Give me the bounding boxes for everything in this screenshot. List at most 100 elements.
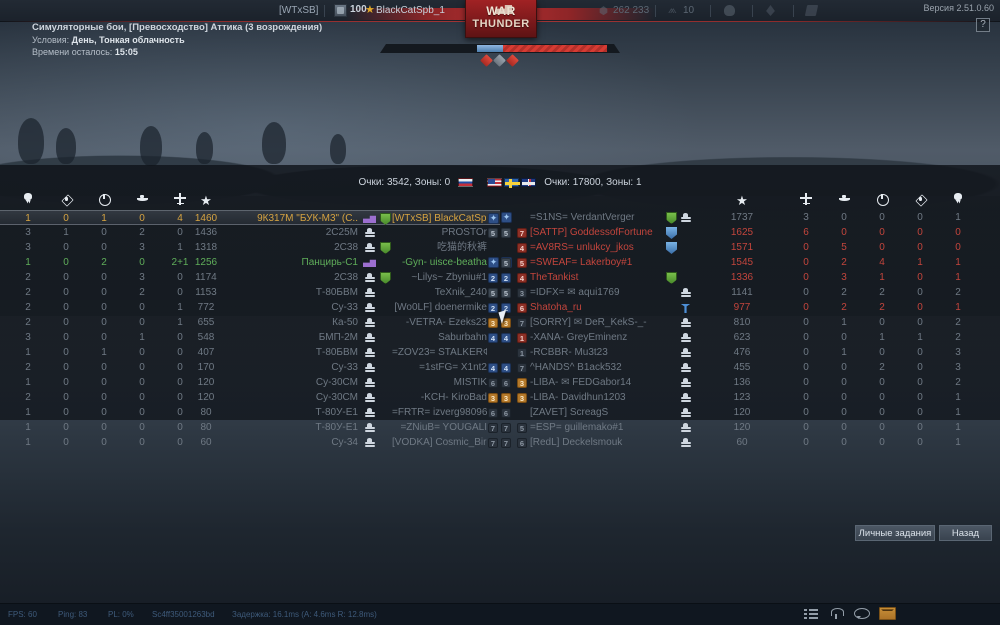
cell-player-name: [VODKA] Cosmic_Bird [392, 437, 487, 448]
table-row[interactable]: 1 0 0 0 0 120 Су-30СМ MISTIK 6 [0, 375, 500, 390]
header-score-left[interactable]: ★ [176, 192, 236, 210]
cell-ground-kills: 0 [917, 407, 923, 418]
header-score-right[interactable]: ★ [712, 192, 772, 210]
flag-sweden-icon [504, 178, 521, 188]
table-row[interactable]: 4 7 ^HANDS^ B1ack532 455 0 0 2 0 3 [500, 360, 1000, 375]
table-row[interactable]: 6 [ZAVET] ScreagS 120 0 0 0 0 1 [500, 405, 1000, 420]
header-air-right[interactable] [792, 192, 820, 210]
mail-icon[interactable] [879, 607, 896, 620]
respawn-icon [680, 287, 691, 298]
table-row[interactable]: 7 6 [RedL] Deckelsmouk 60 0 0 0 0 1 [500, 435, 1000, 450]
cell-player-name: [SORRY] ✉ DeR_KekS-_- [530, 317, 647, 328]
table-row[interactable]: 2 0 0 0 0 120 Су-30СМ -KCH- KiroBad 3 [0, 390, 500, 405]
golden-eagle-icon: ⩕ [668, 4, 677, 16]
golden-eagles-resource[interactable]: ⩕ 10 [668, 4, 694, 17]
cell-air-kills: 0 [803, 392, 809, 403]
cell-vehicle: 2С38 [334, 272, 358, 283]
help-button[interactable]: ? [976, 18, 990, 32]
table-row[interactable]: 7 5 =ESP= guillemako#1 120 0 0 0 0 1 [500, 420, 1000, 435]
table-row[interactable]: 2 6 Shatoha_ru 977 0 2 2 0 1 [500, 300, 1000, 315]
topbar-divider [324, 5, 325, 17]
latency-indicator: Задержка: 16.1ms (A: 4.6ms R: 12.8ms) [232, 610, 377, 619]
rank-badge: 3 [517, 287, 527, 298]
cell-deaths: 3 [955, 347, 961, 358]
spawn-badge: 5 [501, 227, 511, 238]
table-row[interactable]: 4 =AV8RS= unlukcy_jkos 1571 0 5 0 0 0 [500, 240, 1000, 255]
ping-indicator: Ping: 83 [58, 610, 88, 619]
table-row[interactable]: 3 0 0 1 0 548 БМП-2М Saburbahn 4 [0, 330, 500, 345]
table-row[interactable]: 3 0 0 3 1 1318 2С38 吃猫的秋裤 [0, 240, 500, 255]
personal-tasks-button[interactable]: Личные задания [855, 525, 935, 541]
silver-lions-resource[interactable]: 262 233 [598, 5, 649, 16]
list-icon[interactable] [804, 607, 819, 620]
header-capture-left[interactable] [90, 192, 118, 210]
spawn-badge: 2 [501, 302, 511, 313]
logo-line-2: THUNDER [472, 18, 530, 30]
squad-icon[interactable] [829, 607, 844, 620]
spawn-badge: 5 [501, 287, 511, 298]
table-row[interactable]: 5 3 =IDFX= ✉ aqui1769 1141 0 2 2 0 2 [500, 285, 1000, 300]
table-row[interactable]: 4 1 -XANA- GreyEminenz 623 0 0 1 1 2 [500, 330, 1000, 345]
ticket-progress-bar [380, 44, 620, 67]
table-row[interactable]: 1 0 2 0 2+1 1256 Панцирь-С1 -Gyn- uisce-beatha ✦ [0, 255, 500, 270]
cell-player-name: =ESP= guillemako#1 [530, 422, 624, 433]
star-icon: ★ [200, 193, 212, 208]
table-row[interactable]: 1 -RCBBR- Mu3t23 476 0 1 0 0 3 [500, 345, 1000, 360]
warbonds-resource[interactable] [804, 5, 819, 16]
table-row[interactable]: 6 3 -LIBA- ✉ FEDGabor14 136 0 0 0 0 2 [500, 375, 1000, 390]
cell-captures: 0 [101, 422, 107, 433]
cell-captures: 0 [101, 392, 107, 403]
table-row[interactable]: 2 4 TheTankist 1336 0 3 1 0 1 [500, 270, 1000, 285]
table-row[interactable]: 3 1 0 2 0 1436 2С25М PROSTOr 5 [0, 225, 500, 240]
header-ground-right[interactable] [906, 192, 934, 210]
zone-marker-c-icon [506, 54, 519, 67]
back-button[interactable]: Назад [939, 525, 992, 541]
cell-air-kills: 0 [177, 362, 183, 373]
cell-naval-kills: 0 [139, 437, 145, 448]
cell-deaths: 2 [955, 332, 961, 343]
player-avatar[interactable] [334, 4, 347, 17]
table-row[interactable]: 2 0 0 0 1 655 Ка-50 -VETRA- Ezeks23 3 [0, 315, 500, 330]
table-row[interactable]: 1 0 0 0 0 60 Су-34 [VODKA] Cosmic_Bird 7 [0, 435, 500, 450]
header-naval-right[interactable] [830, 192, 858, 210]
table-row[interactable]: ✦ =S1NS= VerdantVerger 1737 3 0 0 0 1 [500, 210, 1000, 225]
cell-air-kills: 0 [803, 302, 809, 313]
cell-deaths: 3 [25, 227, 31, 238]
boosters-resource[interactable] [765, 5, 776, 16]
table-row[interactable]: 1 0 1 0 0 407 Т-80БВМ =ZOV23= STALKERФСБ [0, 345, 500, 360]
header-deaths-left[interactable] [14, 192, 42, 210]
table-row[interactable]: 3 7 [SORRY] ✉ DeR_KekS-_- 810 0 1 0 0 2 [500, 315, 1000, 330]
cell-air-kills: 0 [803, 422, 809, 433]
table-row[interactable]: 3 3 -LIBA- Davidhun1203 123 0 0 0 0 1 [500, 390, 1000, 405]
table-row[interactable]: 2 0 0 2 0 1153 Т-80БВМ TeXnik_240 5 [0, 285, 500, 300]
header-capture-right[interactable] [868, 192, 896, 210]
header-naval-left[interactable] [128, 192, 156, 210]
rank-chevron-icon [380, 272, 391, 284]
table-row[interactable]: 1 0 0 0 0 80 Т-80У-Е1 =FRTR= izverg98096 6 [0, 405, 500, 420]
cell-air-kills: 1 [177, 242, 183, 253]
cell-player-name: =ZOV23= STALKERФСБ [392, 347, 487, 358]
capture-icon [98, 193, 111, 206]
table-row[interactable]: 1 0 0 0 0 80 Т-80У-Е1 =ZNiuB= YOUGALI 7 [0, 420, 500, 435]
cell-naval-kills: 0 [841, 212, 847, 223]
table-row[interactable]: 2 0 0 0 0 170 Су-33 =1stFG= X1nt2 4 [0, 360, 500, 375]
table-row[interactable]: 1 0 1 0 4 1460 9К317М "БУК-М3" (С.. [WTxSB] Bla… [0, 210, 500, 225]
table-row[interactable]: 2 0 0 0 1 772 Су-33 [Wo0LF] doenermike 2 [0, 300, 500, 315]
header-deaths-right[interactable] [944, 192, 972, 210]
header-air-left[interactable] [166, 192, 194, 210]
cell-air-kills: 2+1 [171, 257, 189, 268]
chat-icon[interactable] [854, 607, 870, 620]
tank-icon [363, 215, 376, 223]
cell-naval-kills: 2 [139, 287, 145, 298]
player-nickname[interactable]: BlackCatSpb_1 [376, 5, 445, 16]
spawn-badge: 4 [501, 332, 511, 343]
spawn-badge: 2 [488, 272, 498, 283]
respawn-icon [680, 422, 691, 433]
research-points-resource[interactable] [724, 5, 735, 16]
header-ground-left[interactable] [52, 192, 80, 210]
fps-indicator: FPS: 60 [8, 610, 37, 619]
table-row[interactable]: 2 0 0 3 0 1174 2С38 ~Lilys~ Zbyniu#1 2 [0, 270, 500, 285]
table-row[interactable]: 5 7 [SATTP] GoddessofFortune 1625 6 0 0 0 0 [500, 225, 1000, 240]
cell-naval-kills: 0 [139, 213, 145, 224]
